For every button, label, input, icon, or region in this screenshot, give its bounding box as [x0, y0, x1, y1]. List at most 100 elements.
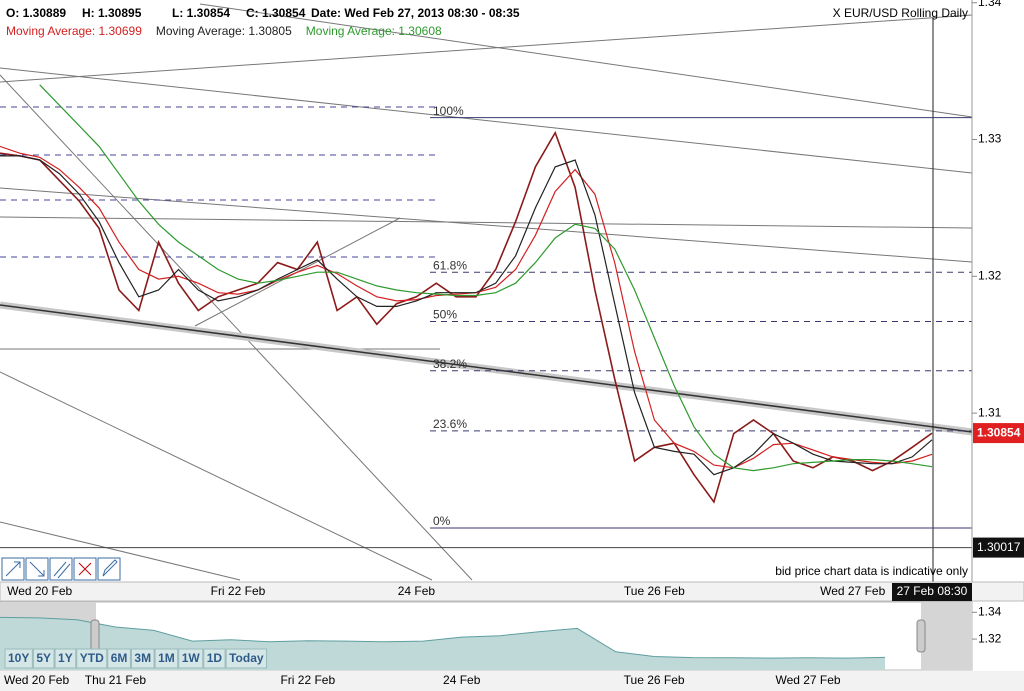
- fib-label: 50%: [433, 308, 457, 322]
- range-button[interactable]: 1Y: [54, 648, 77, 669]
- range-button[interactable]: 3M: [130, 648, 155, 669]
- trend-line: [199, 3, 973, 118]
- range-button-label[interactable]: 1D: [207, 651, 223, 665]
- y-tick-label: 1.34: [978, 0, 1002, 9]
- range-button-bg[interactable]: [225, 648, 268, 669]
- nav-x-label: Tue 26 Feb: [624, 673, 685, 687]
- range-button-bg[interactable]: [107, 648, 131, 669]
- ohlc: H: 1.30895: [82, 6, 142, 20]
- navigator-x-labels: Wed 20 Feb Thu 21 Feb Fri 22 Feb 24 Feb Tue …: [4, 673, 841, 687]
- range-button[interactable]: 5Y: [32, 648, 55, 669]
- moving-average: [0, 155, 933, 476]
- nav-y-tick-label: 1.32: [978, 631, 1002, 645]
- range-button-bg[interactable]: [178, 648, 204, 669]
- legend-entry: Moving Average: 1.30699: [6, 24, 142, 38]
- fib-label: 23.6%: [433, 417, 467, 431]
- trend-line: [0, 187, 973, 263]
- range-button-bg[interactable]: [203, 648, 226, 669]
- range-button-label[interactable]: 1W: [182, 651, 201, 665]
- nav-x-label: Thu 21 Feb: [85, 673, 147, 687]
- range-button[interactable]: 10Y: [4, 648, 33, 669]
- nav-x-label: Wed 20 Feb: [4, 673, 69, 687]
- x-tick-label: Tue 26 Feb: [624, 584, 685, 598]
- ohlc: L: 1.30854: [172, 6, 230, 20]
- range-button[interactable]: 1D: [203, 648, 226, 669]
- tool-icon: [53, 561, 71, 579]
- price-line: [0, 130, 933, 504]
- instrument: X EUR/USD Rolling Daily: [833, 6, 968, 20]
- x-axis-labels: Wed 20 Feb Fri 22 Feb 24 Feb Tue 26 Feb Wed …: [7, 583, 972, 601]
- range-button[interactable]: YTD: [76, 648, 108, 669]
- trend-line: [0, 74, 473, 581]
- navigator-handle[interactable]: [90, 619, 100, 653]
- range-button-label[interactable]: Today: [229, 651, 264, 665]
- y-tick-label: 1.31: [978, 405, 1002, 419]
- range-button-label[interactable]: 1Y: [58, 651, 73, 665]
- range-button[interactable]: 6M: [107, 648, 131, 669]
- left-levels: [0, 106, 440, 258]
- range-button-label[interactable]: 6M: [111, 651, 128, 665]
- trend-line: [0, 521, 241, 581]
- y-tick-label: 1.33: [978, 132, 1002, 146]
- x-tick-label: Wed 20 Feb: [7, 584, 72, 598]
- nav-x-label: Wed 27 Feb: [775, 673, 840, 687]
- main-chart: 100% 61.8% 50% 38.2% 23.6% 0% 1.30854 1.30017: [0, 84, 1024, 558]
- moving-average: [39, 84, 933, 472]
- trend-line: [0, 14, 973, 83]
- range-button[interactable]: 1M: [154, 648, 179, 669]
- range-button-label[interactable]: 5Y: [36, 651, 51, 665]
- legend-entry: Moving Average: 1.30608: [306, 24, 442, 38]
- x-tick-label: Fri 22 Feb: [211, 584, 266, 598]
- range-button[interactable]: Today: [225, 648, 268, 669]
- nav-y-tick-label: 1.34: [978, 604, 1002, 618]
- ohlc: C: 1.30854: [246, 6, 306, 20]
- range-button-label[interactable]: YTD: [80, 651, 104, 665]
- header: O: 1.30889 H: 1.30895 L: 1.30854 C: 1.30…: [6, 6, 520, 20]
- fib-label: 0%: [433, 514, 451, 528]
- nav-x-label: 24 Feb: [443, 673, 481, 687]
- navigator-handle[interactable]: [916, 619, 926, 653]
- date: Date: Wed Feb 27, 2013 08:30 - 08:35: [311, 6, 520, 20]
- toolbar: [1, 557, 121, 581]
- range-button-bg[interactable]: [4, 648, 33, 669]
- range-buttons: 10Y 5Y 1Y YTD 6M 3M 1M 1W 1D Today: [4, 648, 268, 669]
- range-button-bg[interactable]: [154, 648, 179, 669]
- range-button-bg[interactable]: [54, 648, 77, 669]
- range-button-bg[interactable]: [130, 648, 155, 669]
- trend-line: [0, 216, 973, 229]
- range-button[interactable]: 1W: [178, 648, 204, 669]
- navigator-mask: [921, 602, 972, 670]
- current-time-box: [892, 583, 972, 601]
- last-price-box: [973, 423, 1024, 444]
- range-button-label[interactable]: 10Y: [8, 651, 29, 665]
- range-button-bg[interactable]: [76, 648, 108, 669]
- range-button-label[interactable]: 1M: [158, 651, 175, 665]
- range-button-label[interactable]: 3M: [134, 651, 151, 665]
- tool-icon: [78, 562, 92, 576]
- x-axis-strip: [0, 581, 1024, 602]
- fib-label: 61.8%: [433, 258, 467, 272]
- trend-line: [0, 371, 433, 581]
- tool-icon: [102, 559, 118, 577]
- channel-line: [0, 304, 973, 433]
- tool-icon: [29, 561, 45, 577]
- moving-average: [0, 145, 933, 469]
- current-time-label: 27 Feb 08:30: [897, 584, 968, 598]
- x-tick-label: 24 Feb: [398, 584, 436, 598]
- low-price-label: 1.30017: [977, 540, 1021, 554]
- fib-label: 38.2%: [433, 357, 467, 371]
- tool-icon: [5, 561, 21, 577]
- tool-button[interactable]: [49, 557, 73, 581]
- nav-line: [0, 616, 886, 659]
- trend-lines: [0, 3, 973, 582]
- low-price-box: [973, 537, 1024, 558]
- nav-x-label: Fri 22 Feb: [280, 673, 335, 687]
- range-button-bg[interactable]: [32, 648, 55, 669]
- trend-line: [0, 67, 973, 174]
- fib-label: 100%: [433, 104, 464, 118]
- legend-entry: Moving Average: 1.30805: [156, 24, 292, 38]
- y-tick-label: 1.32: [978, 268, 1002, 282]
